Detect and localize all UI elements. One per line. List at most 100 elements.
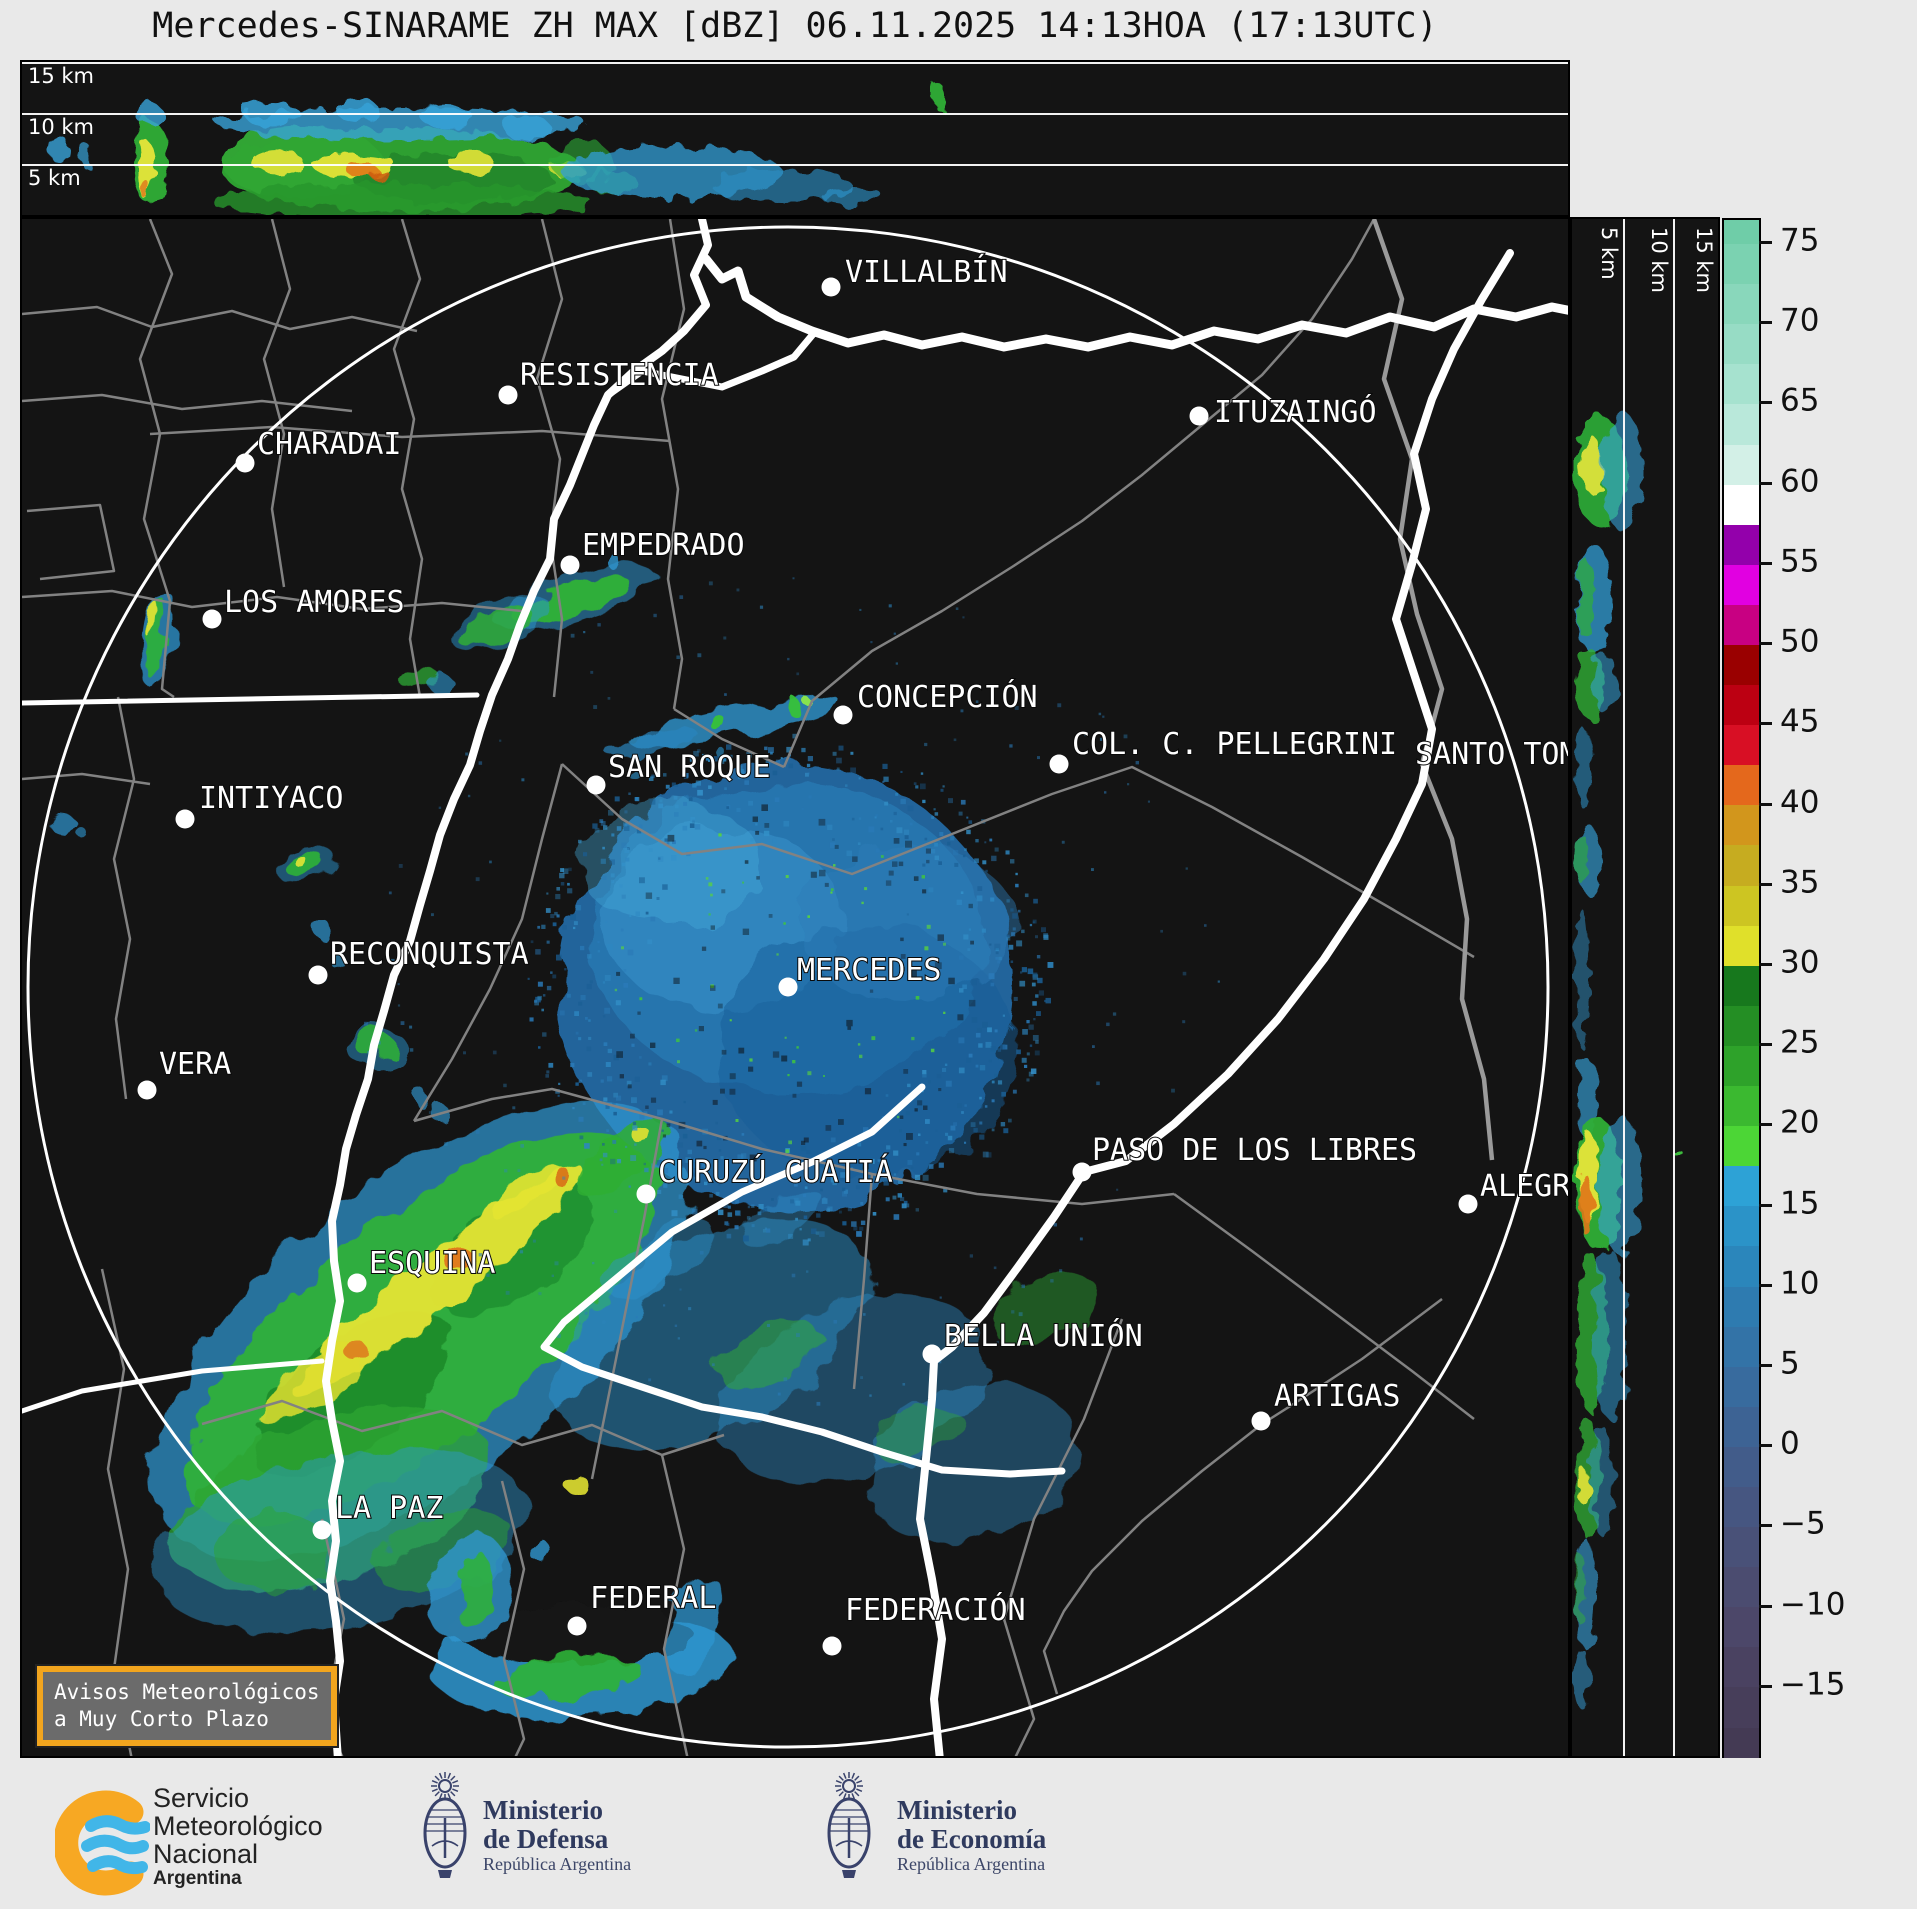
map-graphic [438, 1793, 443, 1800]
radar-speckle [805, 772, 809, 777]
radar-speckle [1020, 971, 1023, 974]
colorbar-segment [1724, 1727, 1759, 1760]
radar-speckle [846, 1019, 853, 1027]
radar-echo [141, 181, 151, 199]
radar-speckle [818, 818, 826, 826]
radar-speckle [749, 1154, 757, 1162]
radar-speckle [922, 1174, 929, 1181]
radar-speckle [742, 881, 745, 884]
radar-speckle [529, 1017, 534, 1022]
radar-speckle [788, 1233, 794, 1239]
radar-speckle [377, 1041, 381, 1045]
radar-speckle [819, 1231, 825, 1237]
radar-speckle [1104, 791, 1107, 794]
radar-speckle [821, 1175, 827, 1180]
radar-speckle [959, 955, 964, 960]
radar-speckle [766, 1323, 770, 1327]
river [22, 692, 480, 706]
radar-speckle [934, 812, 939, 816]
defensa-line-1: Ministerio [483, 1795, 603, 1825]
coat-of-arms [423, 1771, 467, 1878]
radar-speckle [559, 1010, 565, 1016]
radar-speckle [899, 1115, 904, 1119]
radar-speckle [666, 1149, 672, 1155]
radar-speckle [467, 794, 471, 798]
radar-echo [1675, 1150, 1683, 1158]
colorbar-segment [1724, 1166, 1759, 1207]
colorbar-tick [1759, 722, 1772, 726]
radar-speckle [807, 756, 813, 762]
radar-speckle [862, 1313, 866, 1316]
city-label: RECONQUISTA [330, 937, 529, 972]
radar-speckle [1045, 997, 1051, 1004]
radar-speckle [503, 1083, 507, 1088]
radar-speckle [913, 876, 919, 881]
radar-speckle [751, 1204, 755, 1208]
gridline-5km [22, 164, 1568, 166]
radar-speckle [710, 984, 714, 988]
radar-speckle [794, 1183, 798, 1187]
radar-speckle [987, 1027, 992, 1033]
radar-speckle [1116, 1188, 1119, 1191]
radar-speckle [619, 884, 623, 888]
radar-speckle [1018, 1312, 1023, 1317]
radar-speckle [1026, 1078, 1030, 1082]
map-graphic [835, 1788, 842, 1793]
radar-speckle [790, 1199, 795, 1204]
radar-speckle [749, 1058, 753, 1062]
radar-speckle [631, 1097, 637, 1104]
radar-speckle [955, 607, 959, 610]
radar-speckle [869, 989, 874, 993]
admin-boundary [1042, 1298, 1443, 1695]
colorbar-segment [1724, 484, 1759, 525]
radar-speckle [786, 746, 792, 753]
radar-speckle [905, 1111, 910, 1116]
economia-line-1: Ministerio [897, 1795, 1017, 1825]
radar-speckle [678, 1142, 684, 1148]
gridline-5km-v [1623, 219, 1625, 1756]
colorbar-segment [1724, 1446, 1759, 1487]
radar-speckle [1035, 935, 1038, 939]
colorbar-tick-label: 30 [1780, 944, 1820, 981]
radar-speckle [930, 1048, 935, 1053]
country-boundary [1371, 219, 1495, 1161]
radar-speckle [674, 804, 679, 809]
radar-speckle [613, 1111, 617, 1116]
radar-speckle [762, 1229, 767, 1233]
gridline-15km [22, 62, 1568, 64]
colorbar-segment [1724, 885, 1759, 926]
map-graphic [842, 1779, 856, 1793]
radar-speckle [850, 1167, 854, 1170]
radar-speckle [1017, 909, 1021, 913]
colorbar-tick [1759, 561, 1772, 565]
radar-speckle [584, 1143, 590, 1149]
radar-speckle [910, 1166, 914, 1170]
radar-speckle [693, 750, 699, 757]
radar-speckle [893, 1150, 899, 1156]
radar-speckle [600, 858, 606, 864]
radar-speckle [662, 1167, 669, 1174]
radar-speckle [905, 840, 912, 848]
radar-speckle [683, 1100, 686, 1104]
radar-speckle [661, 1075, 668, 1082]
radar-speckle [875, 848, 880, 853]
radar-speckle [950, 836, 955, 841]
radar-speckle [657, 1109, 663, 1116]
radar-speckle [832, 838, 835, 841]
map-graphic [842, 1772, 847, 1779]
smn-line-1: Servicio [153, 1783, 250, 1813]
radar-echo [712, 169, 852, 203]
radar-speckle [589, 980, 593, 984]
economia-logo-text: Ministerio de Economía República Argenti… [897, 1796, 1046, 1875]
city-label: VERA [159, 1047, 231, 1082]
radar-speckle [874, 816, 877, 819]
radar-speckle [885, 880, 892, 886]
radar-speckle [937, 934, 944, 941]
radar-speckle [862, 1163, 869, 1170]
map-graphic [431, 1788, 438, 1793]
radar-speckle [982, 1021, 988, 1028]
radar-speckle [726, 1157, 729, 1160]
radar-speckle [567, 888, 573, 894]
warning-badge[interactable]: Avisos Meteorológicos a Muy Corto Plazo [35, 1664, 339, 1748]
radar-speckle [970, 940, 974, 945]
